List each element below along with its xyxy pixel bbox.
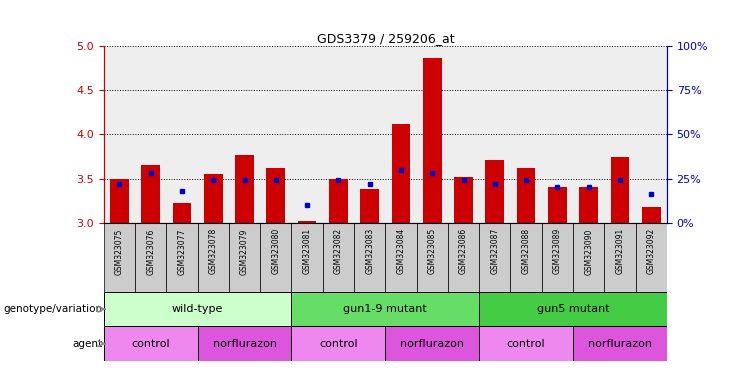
Bar: [573, 326, 667, 361]
Bar: [385, 326, 479, 361]
Bar: [485, 160, 504, 223]
Text: GSM323079: GSM323079: [240, 228, 249, 275]
Text: GSM323083: GSM323083: [365, 228, 374, 275]
Bar: [323, 223, 354, 292]
Text: GSM323081: GSM323081: [302, 228, 312, 275]
Text: gun5 mutant: gun5 mutant: [536, 304, 609, 314]
Bar: [516, 168, 536, 223]
Text: agent: agent: [72, 339, 102, 349]
Bar: [329, 179, 348, 223]
Bar: [479, 223, 511, 292]
Bar: [360, 189, 379, 223]
Bar: [454, 177, 473, 223]
Bar: [235, 155, 254, 223]
Text: GSM323082: GSM323082: [334, 228, 343, 275]
Bar: [135, 223, 166, 292]
Text: GSM323089: GSM323089: [553, 228, 562, 275]
Text: control: control: [131, 339, 170, 349]
Text: GSM323092: GSM323092: [647, 228, 656, 275]
Text: gun1-9 mutant: gun1-9 mutant: [343, 304, 428, 314]
Text: GSM323086: GSM323086: [459, 228, 468, 275]
Bar: [354, 223, 385, 292]
Text: norflurazon: norflurazon: [400, 339, 465, 349]
Text: control: control: [507, 339, 545, 349]
Bar: [636, 223, 667, 292]
Text: GSM323090: GSM323090: [584, 228, 594, 275]
Bar: [542, 223, 573, 292]
Bar: [198, 326, 291, 361]
Text: GSM323084: GSM323084: [396, 228, 405, 275]
Bar: [423, 58, 442, 223]
Bar: [173, 203, 191, 223]
Bar: [391, 124, 411, 223]
Bar: [110, 179, 129, 223]
Text: GSM323075: GSM323075: [115, 228, 124, 275]
Bar: [548, 187, 567, 223]
Text: norflurazon: norflurazon: [588, 339, 652, 349]
Bar: [104, 223, 135, 292]
Bar: [166, 223, 198, 292]
Bar: [479, 326, 573, 361]
Bar: [579, 187, 598, 223]
Text: norflurazon: norflurazon: [213, 339, 276, 349]
Bar: [416, 223, 448, 292]
Text: GSM323088: GSM323088: [522, 228, 531, 275]
Bar: [605, 223, 636, 292]
Title: GDS3379 / 259206_at: GDS3379 / 259206_at: [316, 32, 454, 45]
Text: GSM323087: GSM323087: [491, 228, 499, 275]
Bar: [291, 223, 323, 292]
Text: GSM323077: GSM323077: [177, 228, 187, 275]
Text: control: control: [319, 339, 358, 349]
Text: wild-type: wild-type: [172, 304, 223, 314]
Text: GSM323078: GSM323078: [209, 228, 218, 275]
Text: GSM323085: GSM323085: [428, 228, 436, 275]
Bar: [511, 223, 542, 292]
Bar: [204, 174, 222, 223]
Bar: [611, 157, 629, 223]
Bar: [229, 223, 260, 292]
Text: GSM323091: GSM323091: [616, 228, 625, 275]
Bar: [104, 292, 291, 326]
Bar: [104, 326, 198, 361]
Bar: [291, 326, 385, 361]
Bar: [385, 223, 416, 292]
Bar: [479, 292, 667, 326]
Bar: [260, 223, 291, 292]
Bar: [198, 223, 229, 292]
Text: GSM323080: GSM323080: [271, 228, 280, 275]
Bar: [291, 292, 479, 326]
Bar: [642, 207, 661, 223]
Bar: [142, 166, 160, 223]
Bar: [448, 223, 479, 292]
Bar: [267, 168, 285, 223]
Bar: [573, 223, 605, 292]
Text: GSM323076: GSM323076: [146, 228, 155, 275]
Text: genotype/variation: genotype/variation: [3, 304, 102, 314]
Bar: [298, 221, 316, 223]
